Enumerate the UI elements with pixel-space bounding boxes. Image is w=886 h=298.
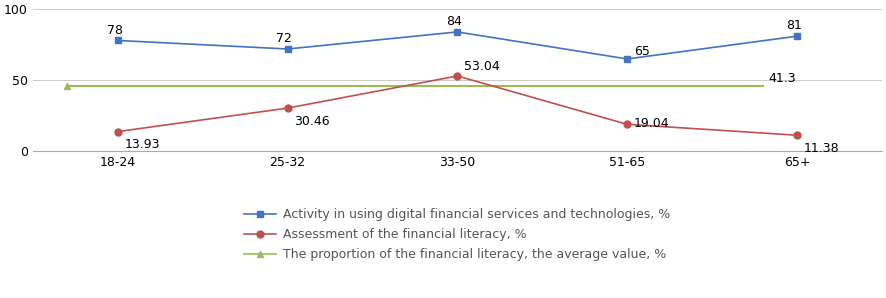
Text: 84: 84 <box>447 15 462 28</box>
Text: 72: 72 <box>276 32 292 45</box>
Text: 53.04: 53.04 <box>464 60 500 73</box>
Legend: Activity in using digital financial services and technologies, %, Assessment of : Activity in using digital financial serv… <box>239 203 675 266</box>
Text: 41.3: 41.3 <box>768 72 797 85</box>
Text: 78: 78 <box>106 24 122 37</box>
Text: 13.93: 13.93 <box>125 138 160 151</box>
Text: 65: 65 <box>634 45 650 58</box>
Text: 30.46: 30.46 <box>294 115 330 128</box>
Text: 19.04: 19.04 <box>634 117 670 130</box>
Text: 11.38: 11.38 <box>804 142 840 155</box>
Text: 81: 81 <box>786 19 802 32</box>
